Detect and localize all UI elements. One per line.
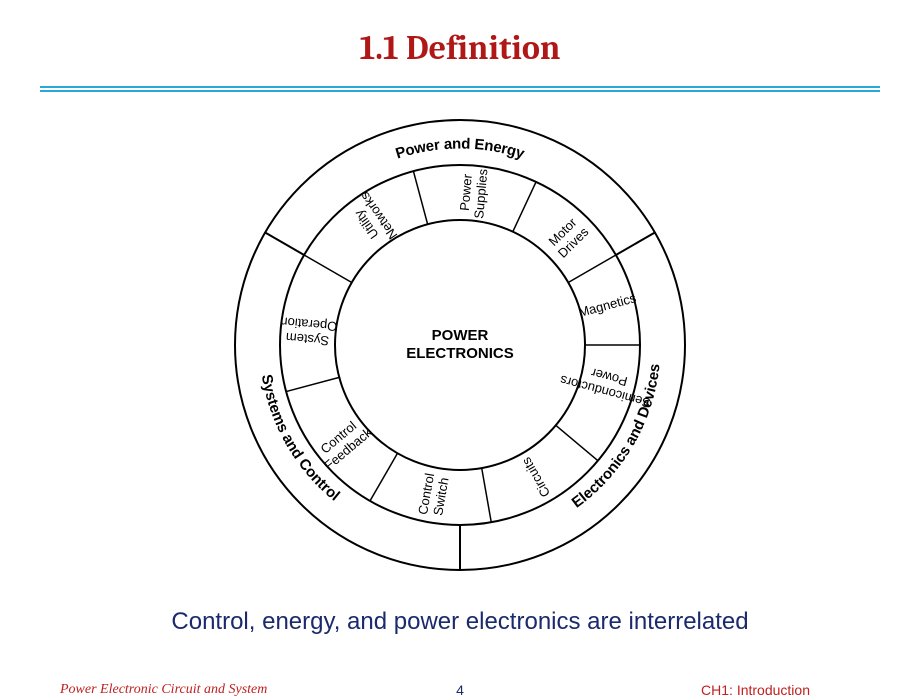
footer-right: CH1: Introduction (701, 682, 810, 698)
footer-left: Power Electronic Circuit and System (60, 682, 267, 698)
diagram-center-label: POWER ELECTRONICS (406, 327, 514, 363)
slide-title: 1.1 Definition (0, 0, 920, 68)
center-line1: POWER (406, 327, 514, 345)
center-line2: ELECTRONICS (406, 345, 514, 363)
slide-caption: Control, energy, and power electronics a… (0, 608, 920, 636)
power-electronics-ring-diagram: Systems and ControlPower and EnergyElect… (225, 110, 695, 580)
title-divider (40, 86, 880, 92)
footer-page-number: 4 (456, 682, 464, 698)
